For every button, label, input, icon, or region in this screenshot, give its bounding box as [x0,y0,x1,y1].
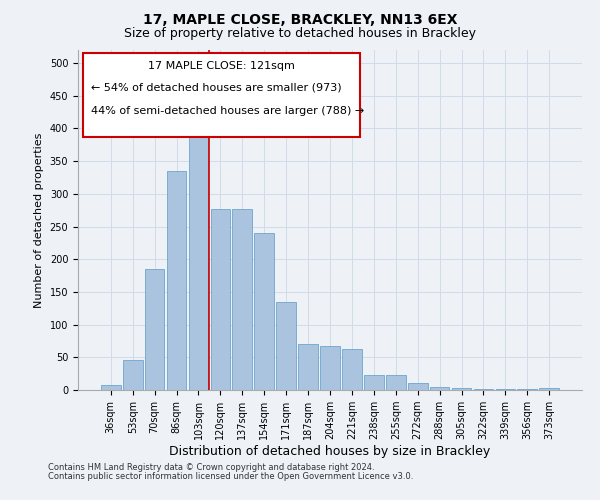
Bar [452,388,472,390]
FancyBboxPatch shape [83,54,360,136]
Bar [364,375,384,390]
Bar [101,385,121,390]
Text: 17, MAPLE CLOSE, BRACKLEY, NN13 6EX: 17, MAPLE CLOSE, BRACKLEY, NN13 6EX [143,12,457,26]
Bar [386,375,406,390]
Text: ← 54% of detached houses are smaller (973): ← 54% of detached houses are smaller (97… [91,82,341,92]
Bar [539,388,559,390]
Text: Size of property relative to detached houses in Brackley: Size of property relative to detached ho… [124,28,476,40]
Text: Contains HM Land Registry data © Crown copyright and database right 2024.: Contains HM Land Registry data © Crown c… [48,464,374,472]
Bar [123,360,143,390]
Text: 44% of semi-detached houses are larger (788) →: 44% of semi-detached houses are larger (… [91,106,364,116]
Bar [232,209,252,390]
Bar [430,386,449,390]
Bar [188,130,208,390]
Bar [320,346,340,390]
Bar [298,344,318,390]
Bar [211,209,230,390]
Bar [276,302,296,390]
Bar [254,233,274,390]
X-axis label: Distribution of detached houses by size in Brackley: Distribution of detached houses by size … [169,445,491,458]
Bar [167,171,187,390]
Bar [473,388,493,390]
Bar [145,269,164,390]
Y-axis label: Number of detached properties: Number of detached properties [34,132,44,308]
Bar [408,384,428,390]
Text: 17 MAPLE CLOSE: 121sqm: 17 MAPLE CLOSE: 121sqm [148,61,295,71]
Bar [342,350,362,390]
Text: Contains public sector information licensed under the Open Government Licence v3: Contains public sector information licen… [48,472,413,481]
